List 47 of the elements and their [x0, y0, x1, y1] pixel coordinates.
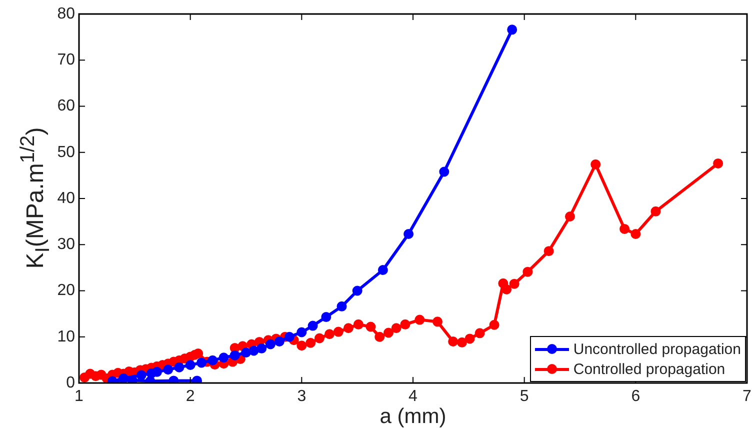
y-tick-label: 50: [57, 144, 76, 161]
point: [174, 362, 184, 372]
x-tick-label: 6: [631, 388, 640, 406]
point: [192, 376, 202, 383]
x-tick-label: 4: [408, 388, 418, 406]
point: [352, 286, 362, 296]
point: [248, 346, 259, 356]
y-tick-label: 0: [66, 374, 76, 392]
y-tick-label: 20: [57, 282, 76, 300]
point: [152, 366, 162, 377]
point: [168, 376, 179, 383]
legend-label: Uncontrolled propagation: [573, 340, 741, 358]
point: [185, 360, 196, 370]
x-tick-label: 1: [74, 388, 84, 406]
x-tick-label: 5: [520, 388, 529, 406]
point: [284, 332, 294, 342]
point: [136, 370, 146, 380]
point: [118, 373, 129, 383]
point: [378, 264, 388, 275]
point: [218, 352, 229, 363]
y-tick-label: 10: [57, 328, 76, 346]
point: [256, 343, 267, 354]
point: [308, 320, 318, 331]
point: [265, 339, 276, 350]
y-tick-label: 70: [57, 52, 76, 69]
y-tick-label: 30: [57, 236, 76, 254]
x-tick-label: 2: [186, 388, 195, 406]
point: [404, 229, 414, 240]
point: [196, 358, 206, 368]
point: [507, 24, 518, 35]
y-tick-label: 40: [57, 190, 76, 207]
point: [127, 375, 138, 383]
point: [321, 312, 332, 322]
point: [163, 364, 174, 375]
point: [208, 355, 218, 366]
point: [230, 350, 240, 360]
x-tick-label: 7: [742, 388, 752, 406]
point: [296, 327, 307, 338]
x-axis-title: a (mm): [380, 405, 446, 428]
x-tick-label: 3: [297, 388, 306, 406]
point: [274, 336, 284, 346]
point: [241, 348, 251, 358]
y-tick-label: 80: [57, 5, 76, 22]
point: [336, 301, 347, 312]
y-tick-label: 60: [57, 98, 76, 115]
legend-label: Controlled propagation: [573, 360, 726, 378]
point: [439, 166, 450, 177]
